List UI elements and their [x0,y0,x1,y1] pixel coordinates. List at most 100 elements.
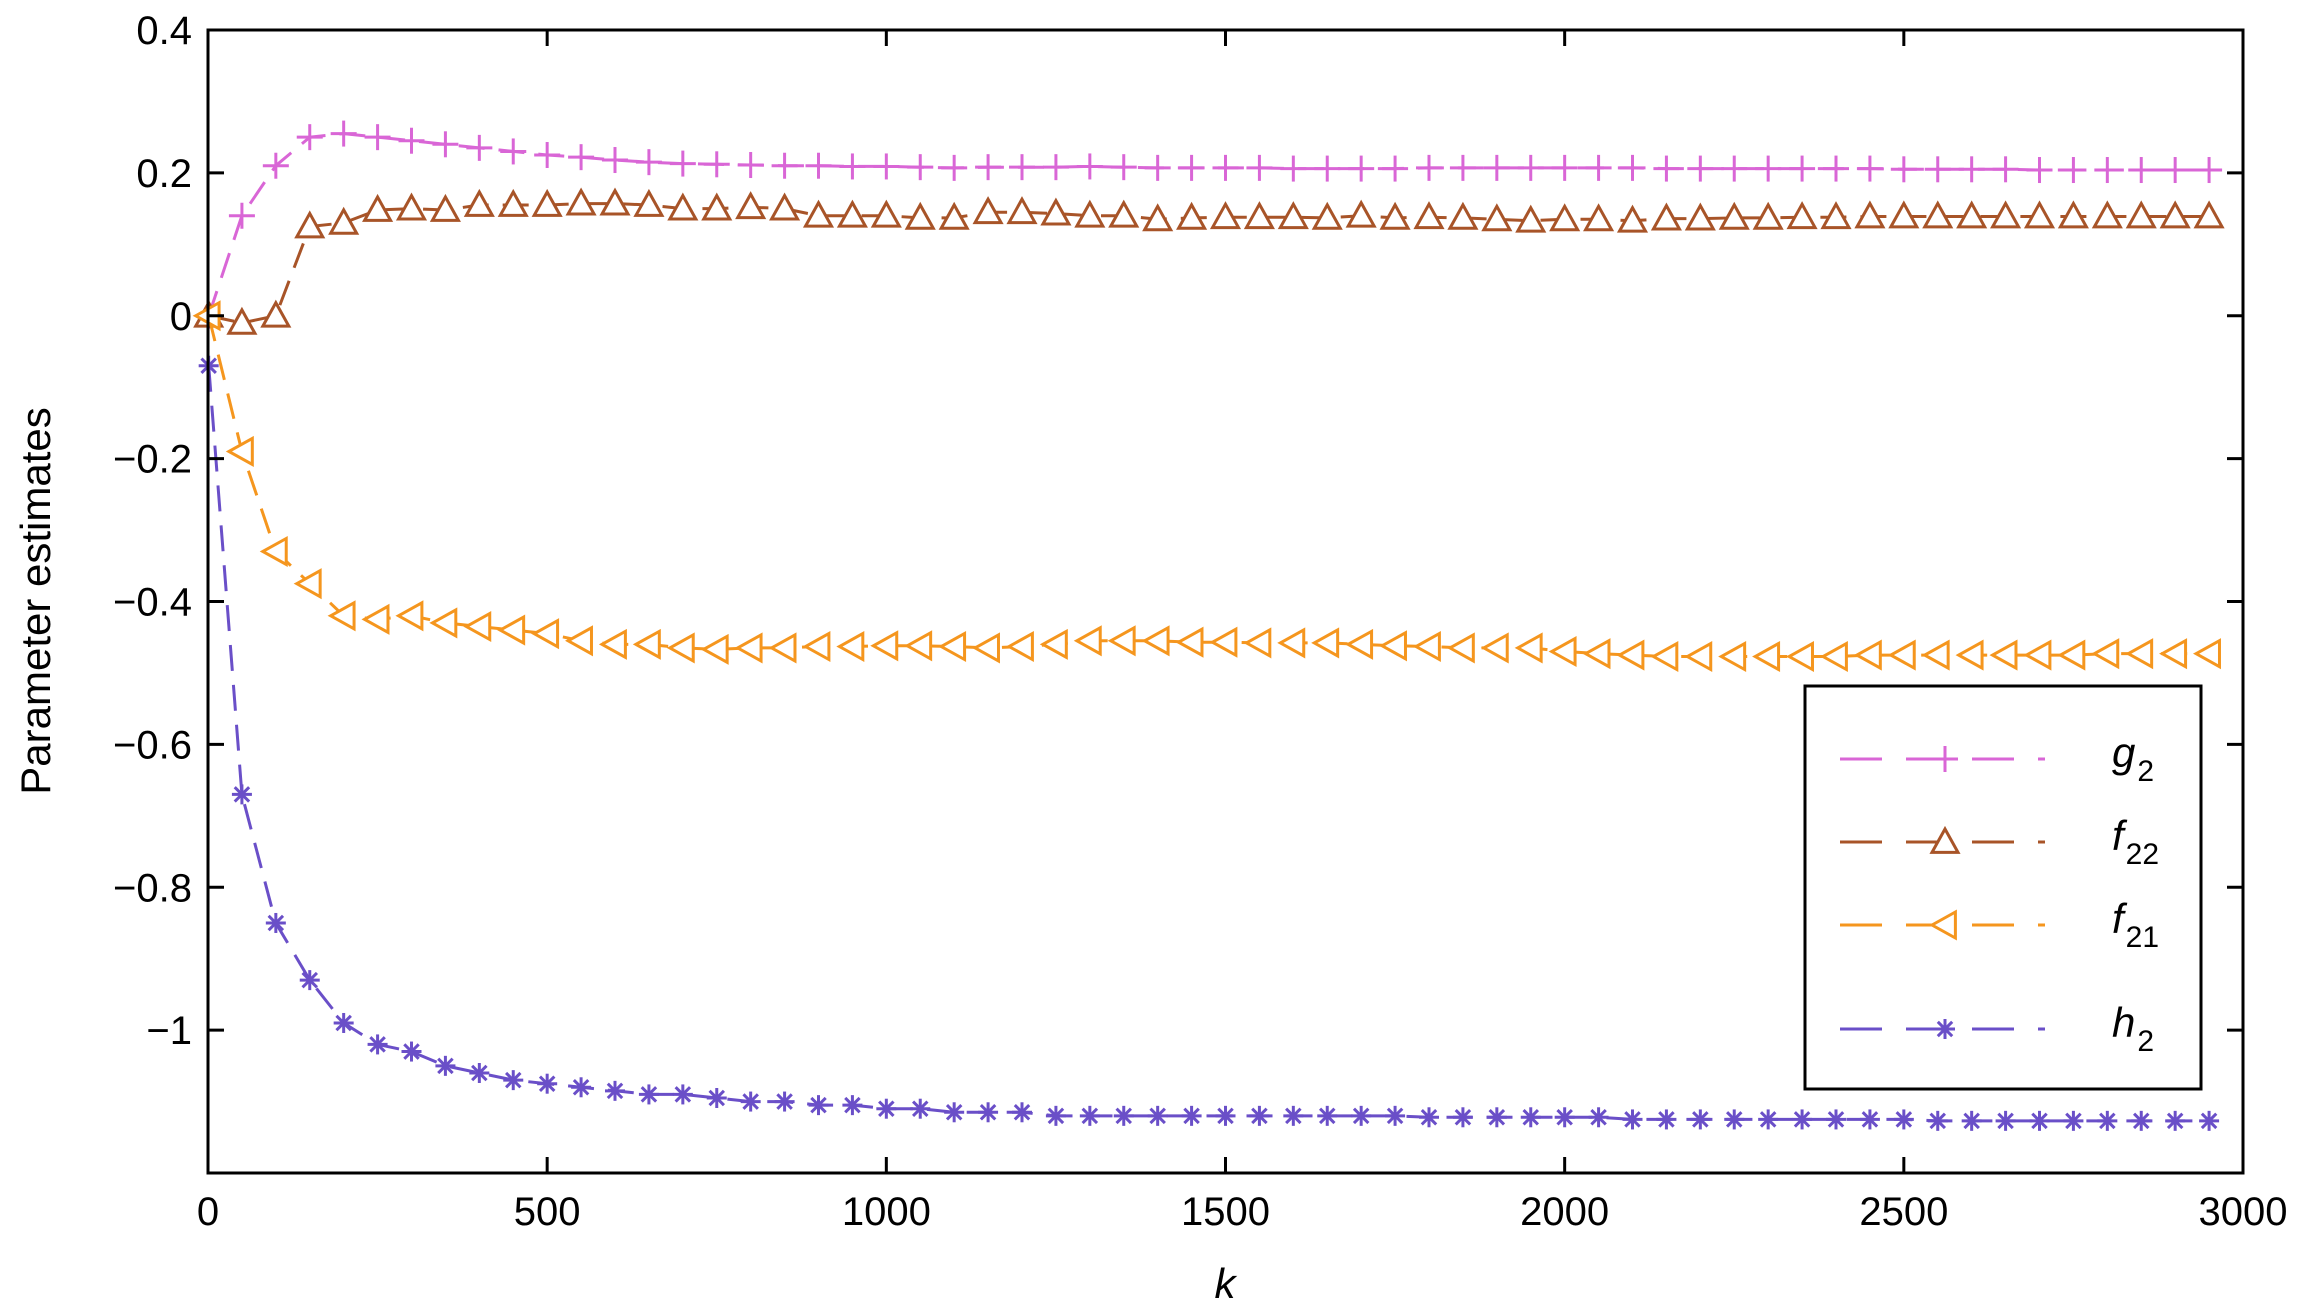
data-point [1515,204,1547,233]
data-point [1859,1109,1880,1130]
data-point [1854,200,1886,229]
data-point [1009,154,1035,181]
data-point [429,193,461,222]
data-point [1687,155,1714,182]
data-point [876,1098,897,1119]
data-point [944,1102,965,1123]
data-point [1178,154,1205,181]
data-point [2125,200,2157,229]
data-point [2159,200,2191,229]
data-point [1616,204,1649,233]
data-point [2091,638,2120,670]
data-point [1755,155,1782,182]
data-point [638,1084,659,1105]
data-point [1045,1105,1066,1126]
data-point [1283,1105,1304,1126]
x-tick-label: 0 [197,1190,219,1234]
y-axis-label: Parameter estimates [12,407,59,794]
data-point [703,151,730,178]
data-point [2094,157,2121,184]
data-point [1548,635,1577,668]
data-point [1924,156,1951,183]
data-point [1073,625,1102,657]
data-point [1108,199,1140,228]
data-point [1419,1107,1439,1128]
data-point [870,630,899,662]
x-tick-label: 3000 [2199,1190,2288,1234]
data-point [599,187,631,216]
data-point [1819,640,1848,673]
data-point [571,1077,592,1098]
data-point [2023,639,2052,671]
data-point [1246,154,1273,181]
data-point [701,192,733,221]
legend-swatch-marker [1929,825,1961,854]
data-point [669,150,696,177]
series-f21 [192,300,2221,673]
data-point [1209,626,1238,658]
data-point [632,628,661,660]
data-point [2192,638,2221,670]
data-point [1752,201,1784,230]
data-point [1619,154,1646,181]
data-point [1927,1110,1948,1131]
data-point [1582,638,1611,670]
data-point [938,201,970,230]
data-point [564,625,593,657]
y-tick-label: −0.4 [113,581,192,625]
data-point [1385,1105,1406,1126]
data-point [1785,640,1814,673]
data-point [768,632,797,664]
data-point [1690,1109,1711,1130]
data-point [364,124,391,151]
data-point [1554,1107,1575,1128]
data-point [1718,201,1750,230]
data-point [1042,154,1069,181]
data-point [1486,1107,1507,1128]
data-point [361,603,390,635]
data-point [1718,640,1747,673]
legend-swatch-marker [1932,746,1958,772]
data-point [1820,201,1852,230]
data-point [1074,199,1106,228]
data-point [225,435,254,468]
data-point [1311,627,1340,659]
data-point [1724,1109,1745,1130]
data-point [1378,630,1407,662]
data-point [226,306,258,335]
legend-label: g2 [2112,729,2154,788]
data-point [1684,202,1716,231]
data-point [1243,201,1275,230]
data-point [299,970,320,991]
data-point [805,152,832,179]
data-point [1888,200,1920,229]
x-tick-label: 2500 [1859,1190,1948,1234]
data-point [1992,156,2019,183]
data-point [971,632,1000,664]
data-point [294,210,326,239]
data-point [333,1012,354,1033]
x-tick-label: 2000 [1520,1190,1609,1234]
data-point [531,188,563,217]
data-point [1243,627,1272,659]
data-point [1483,154,1510,181]
data-point [265,912,286,933]
data-point [568,144,595,171]
data-point [432,131,459,158]
data-point [735,191,767,220]
data-point [1995,1110,2016,1131]
data-point [734,632,763,664]
data-point [1181,1105,1202,1126]
data-point [1277,627,1306,659]
data-point [1853,639,1882,671]
data-point [395,600,424,632]
data-point [500,138,527,165]
data-point [1012,1102,1032,1123]
data-point [1280,155,1307,182]
data-point [666,632,695,664]
data-point [401,1041,422,1062]
legend-box [1803,684,2203,1091]
y-tick-label: −0.2 [113,438,192,482]
data-point [836,199,868,228]
axis-ticks: 0 500 1000 1500 2000 2500 3000 0.4 0.2 0 −0.2 −0.4 −… [113,9,2287,1234]
